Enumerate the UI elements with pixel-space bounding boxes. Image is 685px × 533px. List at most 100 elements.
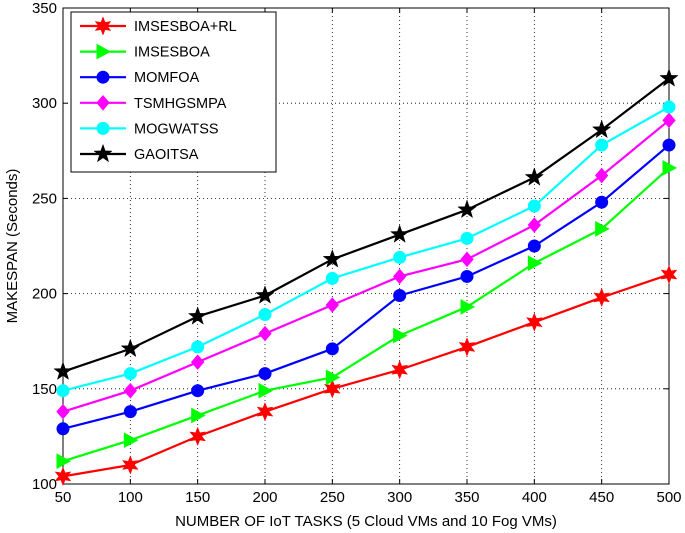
series-momfoa [56,138,676,436]
data-point-mogwatss [393,250,407,264]
data-point-momfoa [258,367,272,381]
data-point-tsmhgsmpa [191,354,205,370]
data-point-tsmhgsmpa [662,112,676,129]
x-tick-label: 250 [320,489,345,506]
data-point-tsmhgsmpa [325,297,339,313]
data-point-gaoitsa [389,224,410,243]
data-point-momfoa [460,269,474,283]
legend-marker-imsesboa-rl [94,16,112,36]
data-point-imsesboa [460,299,476,315]
data-point-gaoitsa [591,119,612,139]
data-point-tsmhgsmpa [595,167,609,184]
legend-entry-mogwatss: MOGWATSS [80,121,219,137]
series-tsmhgsmpa [56,112,676,420]
data-point-momfoa [662,138,676,152]
data-point-imsesboa-rl [54,466,72,487]
data-point-gaoitsa [524,167,545,186]
data-point-gaoitsa [457,199,477,219]
y-tick-label: 300 [32,95,57,112]
series-line-imsesboa-rl [62,273,670,478]
data-point-tsmhgsmpa [527,217,541,233]
data-point-mogwatss [325,271,339,285]
series-line-imsesboa [62,167,670,463]
y-tick-label: 350 [32,0,57,17]
data-point-imsesboa-rl [323,379,341,399]
legend-marker-mogwatss [96,121,110,135]
legend-entry-gaoitsa: GAOITSA [80,143,199,163]
data-point-mogwatss [191,340,205,354]
data-point-mogwatss [56,384,70,398]
data-point-gaoitsa [659,68,679,87]
data-point-gaoitsa [187,306,208,325]
series-imsesboa-rl [54,264,678,487]
data-point-imsesboa [527,255,543,271]
data-point-tsmhgsmpa [56,403,70,420]
data-point-momfoa [56,422,70,436]
data-point-gaoitsa [120,338,141,358]
series-imsesboa [56,160,678,469]
data-point-tsmhgsmpa [123,382,137,399]
x-tick-label: 500 [656,489,681,506]
y-axis-label: MAKESPAN (Seconds) [4,169,21,324]
legend-label-momfoa: MOMFOA [134,70,200,86]
data-point-imsesboa-rl [391,360,409,380]
data-point-imsesboa [662,160,678,176]
data-point-imsesboa-rl [660,264,678,285]
y-tick-label: 250 [32,190,57,207]
data-point-gaoitsa [255,285,275,304]
data-point-mogwatss [662,100,676,114]
data-point-imsesboa-rl [189,426,207,447]
legend-label-tsmhgsmpa: TSMHGSMPA [134,96,227,112]
series-line-tsmhgsmpa [62,119,670,413]
y-tick-label: 100 [32,476,57,493]
legend-box [70,11,277,173]
data-point-tsmhgsmpa [393,268,407,285]
legend-entry-imsesboa-rl: IMSESBOA+RL [80,16,237,36]
data-point-imsesboa [595,221,610,237]
series-line-mogwatss [62,106,670,392]
series-gaoitsa [53,68,679,380]
legend-label-mogwatss: MOGWATSS [134,121,219,137]
data-point-imsesboa-rl [525,312,543,332]
data-point-imsesboa-rl [593,287,611,308]
series-line-gaoitsa [62,77,670,373]
x-axis-label: NUMBER OF IoT TASKS (5 Cloud VMs and 10 … [175,513,557,530]
legend-label-gaoitsa: GAOITSA [134,147,199,163]
y-tick-label: 200 [32,286,57,303]
data-point-imsesboa-rl [256,401,274,422]
data-point-momfoa [595,195,609,209]
data-point-momfoa [527,239,541,253]
data-point-imsesboa [191,407,206,424]
legend-entry-imsesboa: IMSESBOA [80,43,210,61]
data-point-mogwatss [123,367,137,381]
legend-label-imsesboa-rl: IMSESBOA+RL [134,19,237,35]
data-point-imsesboa [393,327,408,344]
x-tick-label: 50 [55,489,72,506]
x-tick-label: 200 [252,489,277,506]
x-tick-label: 350 [454,489,479,506]
data-point-mogwatss [527,199,541,213]
plot-area-frame [62,7,670,485]
x-tick-label: 400 [522,489,547,506]
data-point-momfoa [123,405,137,419]
x-tick-label: 300 [387,489,412,506]
data-point-momfoa [325,342,339,356]
legend-marker-gaoitsa [93,143,113,163]
data-point-gaoitsa [322,249,343,268]
series-line-momfoa [62,144,670,430]
x-tick-label: 450 [589,489,614,506]
data-point-tsmhgsmpa [258,325,272,342]
data-point-imsesboa-rl [458,337,476,357]
legend-label-imsesboa: IMSESBOA [134,45,210,61]
y-tick-label: 150 [32,381,57,398]
legend-entry-momfoa: MOMFOA [80,70,200,86]
data-point-imsesboa [258,382,274,399]
legend-marker-imsesboa [96,43,112,60]
data-point-momfoa [191,384,205,398]
legend-entry-tsmhgsmpa: TSMHGSMPA [80,95,227,112]
legend: IMSESBOA+RL IMSESBOA MOMFOA TSMHGSMPA MOGWAT… [70,11,277,173]
x-tick-label: 100 [118,489,143,506]
data-point-imsesboa [56,453,72,469]
data-point-mogwatss [258,308,272,322]
